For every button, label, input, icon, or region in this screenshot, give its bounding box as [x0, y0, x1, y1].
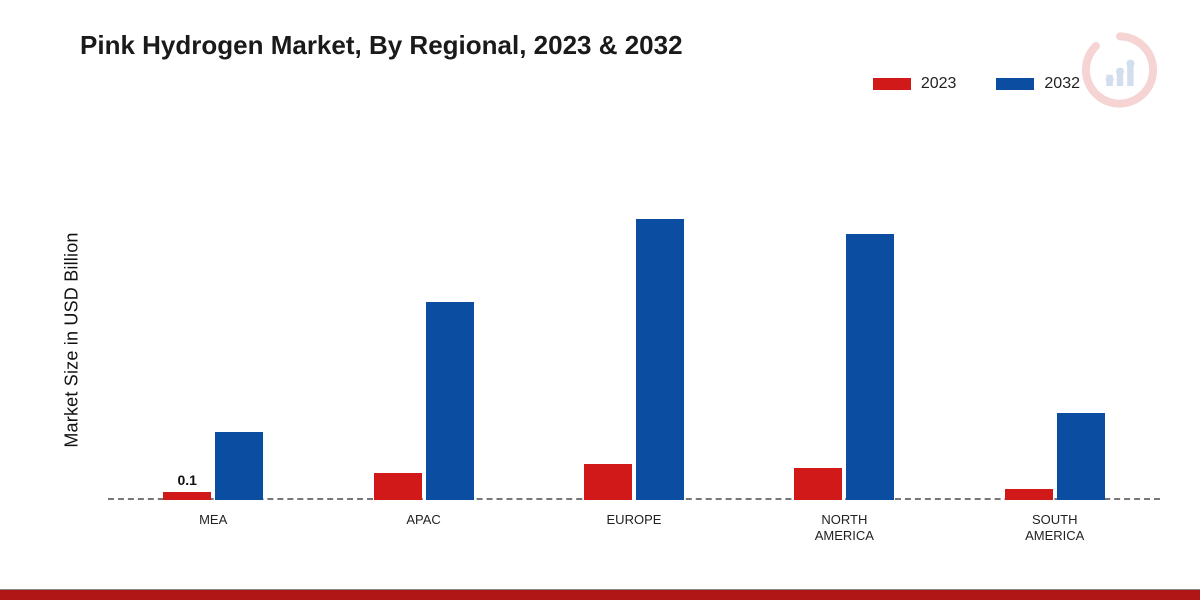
- bar: [636, 219, 684, 500]
- bar: [215, 432, 263, 500]
- plot-area: Market Size in USD Billion 0.1 MEA APAC EU…: [60, 120, 1170, 560]
- bar: [794, 468, 842, 500]
- bars-row: 0.1: [108, 120, 1160, 500]
- bar-group: [779, 234, 909, 500]
- bar-group: [569, 219, 699, 500]
- chart-title: Pink Hydrogen Market, By Regional, 2023 …: [30, 20, 1170, 61]
- logo-svg: [1080, 30, 1160, 110]
- x-axis-label: MEA: [148, 504, 278, 560]
- plot: 0.1: [108, 120, 1160, 500]
- x-axis-label: NORTH AMERICA: [779, 504, 909, 560]
- legend-swatch: [996, 78, 1034, 90]
- legend-label: 2023: [921, 75, 957, 93]
- y-axis-label: Market Size in USD Billion: [62, 232, 83, 447]
- bar-group: [359, 302, 489, 500]
- x-axis-labels: MEA APAC EUROPE NORTH AMERICA SOUTH AMERICA: [108, 504, 1160, 560]
- brand-logo: [1080, 30, 1160, 110]
- chart-container: Pink Hydrogen Market, By Regional, 2023 …: [0, 0, 1200, 600]
- bar: 0.1: [163, 492, 211, 500]
- bar: [374, 473, 422, 500]
- legend-swatch: [873, 78, 911, 90]
- bar: [1005, 489, 1053, 500]
- bar: [846, 234, 894, 500]
- legend: 2023 2032: [873, 75, 1080, 93]
- legend-item: 2023: [873, 75, 957, 93]
- legend-item: 2032: [996, 75, 1080, 93]
- bar: [1057, 413, 1105, 500]
- bar-group: 0.1: [148, 432, 278, 500]
- x-axis-label: SOUTH AMERICA: [990, 504, 1120, 560]
- x-axis-label: EUROPE: [569, 504, 699, 560]
- footer-accent: [0, 590, 1200, 600]
- x-axis-label: APAC: [359, 504, 489, 560]
- bar-group: [990, 413, 1120, 500]
- bar: [584, 464, 632, 500]
- bar: [426, 302, 474, 500]
- bar-value-label: 0.1: [177, 472, 196, 488]
- legend-label: 2032: [1044, 75, 1080, 93]
